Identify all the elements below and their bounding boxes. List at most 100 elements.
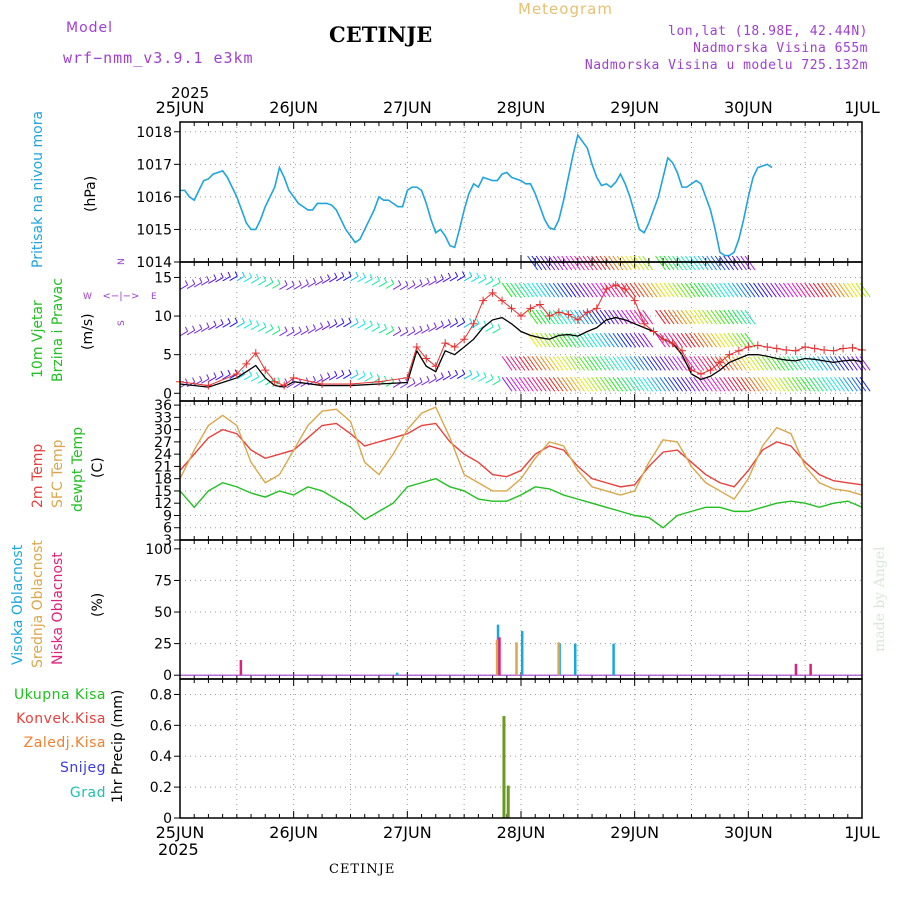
- wind-barb: [629, 332, 641, 348]
- wind-gust-marker: [526, 304, 535, 313]
- wind-gust-marker: [602, 285, 611, 294]
- wind-barb: [578, 356, 590, 371]
- wind-barb: [701, 282, 713, 298]
- wind-barb: [435, 324, 444, 331]
- y-tick-label: 15: [154, 484, 172, 500]
- wind-barb: [362, 318, 366, 324]
- wind-barb: [305, 325, 309, 331]
- wind-gust-marker: [706, 366, 715, 375]
- wind-barb: [603, 376, 615, 392]
- wind-barb: [442, 277, 451, 283]
- wind-barb: [371, 280, 380, 286]
- panel-frame-precip: [179, 678, 863, 819]
- wind-barb: [544, 376, 556, 392]
- wind-barb: [757, 376, 769, 392]
- wind-barb: [846, 376, 858, 392]
- x-tick-label-top: 29JUN: [610, 98, 659, 117]
- wind-barb: [383, 277, 388, 283]
- wind-barb: [213, 372, 217, 378]
- wind-barb: [561, 309, 573, 325]
- wind-barb: [625, 376, 637, 392]
- wind-barb: [591, 356, 602, 371]
- wind-barb: [456, 275, 465, 281]
- wind-barb: [565, 282, 577, 298]
- wind-barb: [527, 376, 539, 392]
- wind-barb: [727, 282, 739, 298]
- y-tick-label: 25: [154, 637, 172, 653]
- wind-barb: [357, 276, 366, 283]
- wind-barb: [462, 271, 466, 277]
- wind-barb: [629, 376, 641, 392]
- wind-barb: [286, 382, 295, 389]
- wind-barb: [791, 282, 803, 298]
- wind-barb: [206, 374, 210, 380]
- cloud-high-bar: [612, 643, 615, 676]
- wind-barb: [851, 282, 862, 298]
- wind-barb: [719, 255, 730, 271]
- wind-barb: [255, 320, 260, 326]
- wind-barb: [612, 309, 624, 325]
- wind-barb: [812, 376, 824, 392]
- wind-barb: [469, 369, 473, 375]
- wind-gust-marker: [763, 342, 772, 351]
- meteogram-title: Meteogram: [518, 0, 613, 18]
- wind-barb: [447, 370, 451, 376]
- wind-barb: [557, 356, 568, 371]
- wind-barb: [693, 282, 705, 298]
- wind-barb: [574, 376, 585, 392]
- wind-barb: [248, 370, 253, 376]
- legend-total-rain: Ukupna Kisa: [13, 687, 106, 703]
- wind-barb: [497, 323, 501, 329]
- wind-barb: [383, 323, 388, 329]
- wind-barb: [327, 372, 331, 378]
- wind-barb: [838, 376, 850, 392]
- wind-dir-south: S: [117, 320, 127, 326]
- wind-barb: [629, 255, 641, 271]
- wind-barb: [497, 375, 501, 381]
- wind-barb: [748, 376, 760, 392]
- wind-barb: [236, 373, 245, 380]
- wind-barb: [608, 332, 620, 348]
- wind-barb: [817, 356, 828, 371]
- y-tick-label: 100: [145, 542, 172, 558]
- wind-barb: [407, 382, 416, 388]
- wind-barb: [603, 309, 615, 325]
- wind-barb: [774, 376, 786, 392]
- wind-barb: [220, 370, 224, 376]
- x-tick-label-bottom: 29JUN: [610, 823, 659, 842]
- wind-gust-marker: [734, 346, 743, 355]
- wind-barb: [407, 330, 416, 337]
- wind-barb: [462, 369, 466, 375]
- cloud-low-bar: [794, 663, 798, 676]
- wind-barb: [633, 376, 645, 392]
- cloud-low-bar: [809, 663, 812, 676]
- wind-barb: [514, 376, 526, 392]
- wind-barb: [578, 255, 590, 271]
- wind-barb: [336, 322, 345, 328]
- wind-barb: [535, 255, 547, 271]
- wind-barb: [399, 331, 409, 337]
- wind-barb: [426, 375, 430, 381]
- wind-barb: [778, 376, 790, 392]
- wind-barb: [817, 376, 828, 392]
- wind-barb: [527, 282, 539, 298]
- wind-barb: [255, 372, 260, 378]
- wind-barb: [834, 376, 845, 392]
- wind-barb: [804, 376, 816, 392]
- wind-gust-marker: [441, 339, 450, 348]
- wind-barb: [616, 255, 628, 271]
- wind-dir-north: N: [117, 258, 127, 265]
- wind-barb: [689, 332, 701, 348]
- wind-barb: [478, 376, 487, 382]
- y-tick-label: 0: [163, 386, 172, 402]
- wind-barb: [485, 280, 494, 286]
- wind-barb: [714, 309, 726, 325]
- wind-barb: [684, 282, 696, 298]
- wind-barb: [510, 376, 521, 392]
- wind-barb: [574, 282, 585, 298]
- wind-barb: [421, 282, 430, 288]
- wind-barb: [719, 356, 730, 371]
- wind-barb: [667, 376, 679, 392]
- wind-barb: [300, 329, 309, 336]
- wind-barb: [689, 282, 701, 298]
